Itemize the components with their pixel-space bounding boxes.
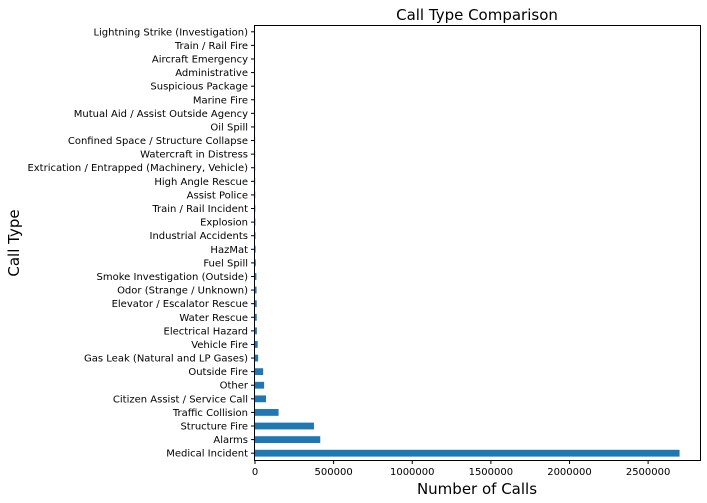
y-tick-label: Train / Rail Fire [174,41,248,52]
y-tick-label: Industrial Accidents [150,231,249,242]
y-tick-label: Outside Fire [188,367,248,378]
y-tick-label: HazMat [210,245,248,256]
chart-title: Call Type Comparison [396,6,558,24]
y-tick-label: Fuel Spill [203,258,248,269]
plot-frame [254,25,701,461]
y-tick-label: Extrication / Entrapped (Machinery, Vehi… [27,163,248,174]
bar [255,368,264,376]
bar [255,300,257,308]
y-tick-label: Vehicle Fire [191,340,248,351]
y-axis-ticks: Medical Incident Alarms Structure Fire Traf… [27,27,255,460]
x-tick-label: 2000000 [547,467,592,478]
y-tick-label: Oil Spill [210,122,248,133]
bar [255,354,259,362]
x-axis-ticks: 0 500000 1000000 1500000 2000000 2500000 [252,460,671,478]
y-tick-label: Mutual Aid / Assist Outside Agency [74,109,248,120]
bars-group [255,28,680,457]
y-tick-label: Assist Police [187,190,248,201]
x-tick-label: 500000 [315,467,353,478]
y-tick-label: Watercraft in Distress [140,150,248,161]
y-tick-label: Suspicious Package [150,82,248,93]
bar [255,327,257,335]
x-tick-label: 2500000 [626,467,671,478]
y-axis-label: Call Type [5,209,23,276]
x-tick-label: 0 [252,467,258,478]
y-tick-label: Explosion [200,218,248,229]
bar [255,273,257,280]
bar [255,395,267,403]
bar [255,286,257,294]
y-tick-label: Other [220,381,249,392]
y-tick-label: Odor (Strange / Unknown) [117,286,248,297]
y-tick-label: Electrical Hazard [164,326,248,337]
y-tick-label: Water Rescue [179,313,248,324]
x-axis-label: Number of Calls [417,480,537,498]
y-tick-label: High Angle Rescue [154,177,248,188]
y-tick-label: Elevator / Escalator Rescue [112,299,248,310]
y-tick-label: Lightning Strike (Investigation) [93,27,248,38]
y-tick-label: Structure Fire [180,422,248,433]
y-tick-label: Alarms [213,435,248,446]
x-tick-label: 1500000 [469,467,514,478]
bar [255,422,314,430]
y-tick-label: Traffic Collision [172,408,248,419]
y-tick-label: Train / Rail Incident [151,204,248,215]
bar [255,381,265,389]
y-tick-label: Marine Fire [193,95,248,106]
y-tick-label: Administrative [175,68,248,79]
bar [255,409,279,416]
bar [255,341,258,348]
bar [255,436,321,444]
bar [255,245,256,253]
y-tick-label: Aircraft Emergency [152,54,248,65]
bar [255,449,680,457]
y-tick-label: Smoke Investigation (Outside) [97,272,249,283]
bar [255,259,256,267]
y-tick-label: Confined Space / Structure Collapse [68,136,248,147]
x-tick-label: 1000000 [390,467,435,478]
y-tick-label: Medical Incident [166,449,248,460]
bar [255,313,257,321]
y-tick-label: Gas Leak (Natural and LP Gases) [84,354,248,365]
y-tick-label: Citizen Assist / Service Call [113,394,248,405]
